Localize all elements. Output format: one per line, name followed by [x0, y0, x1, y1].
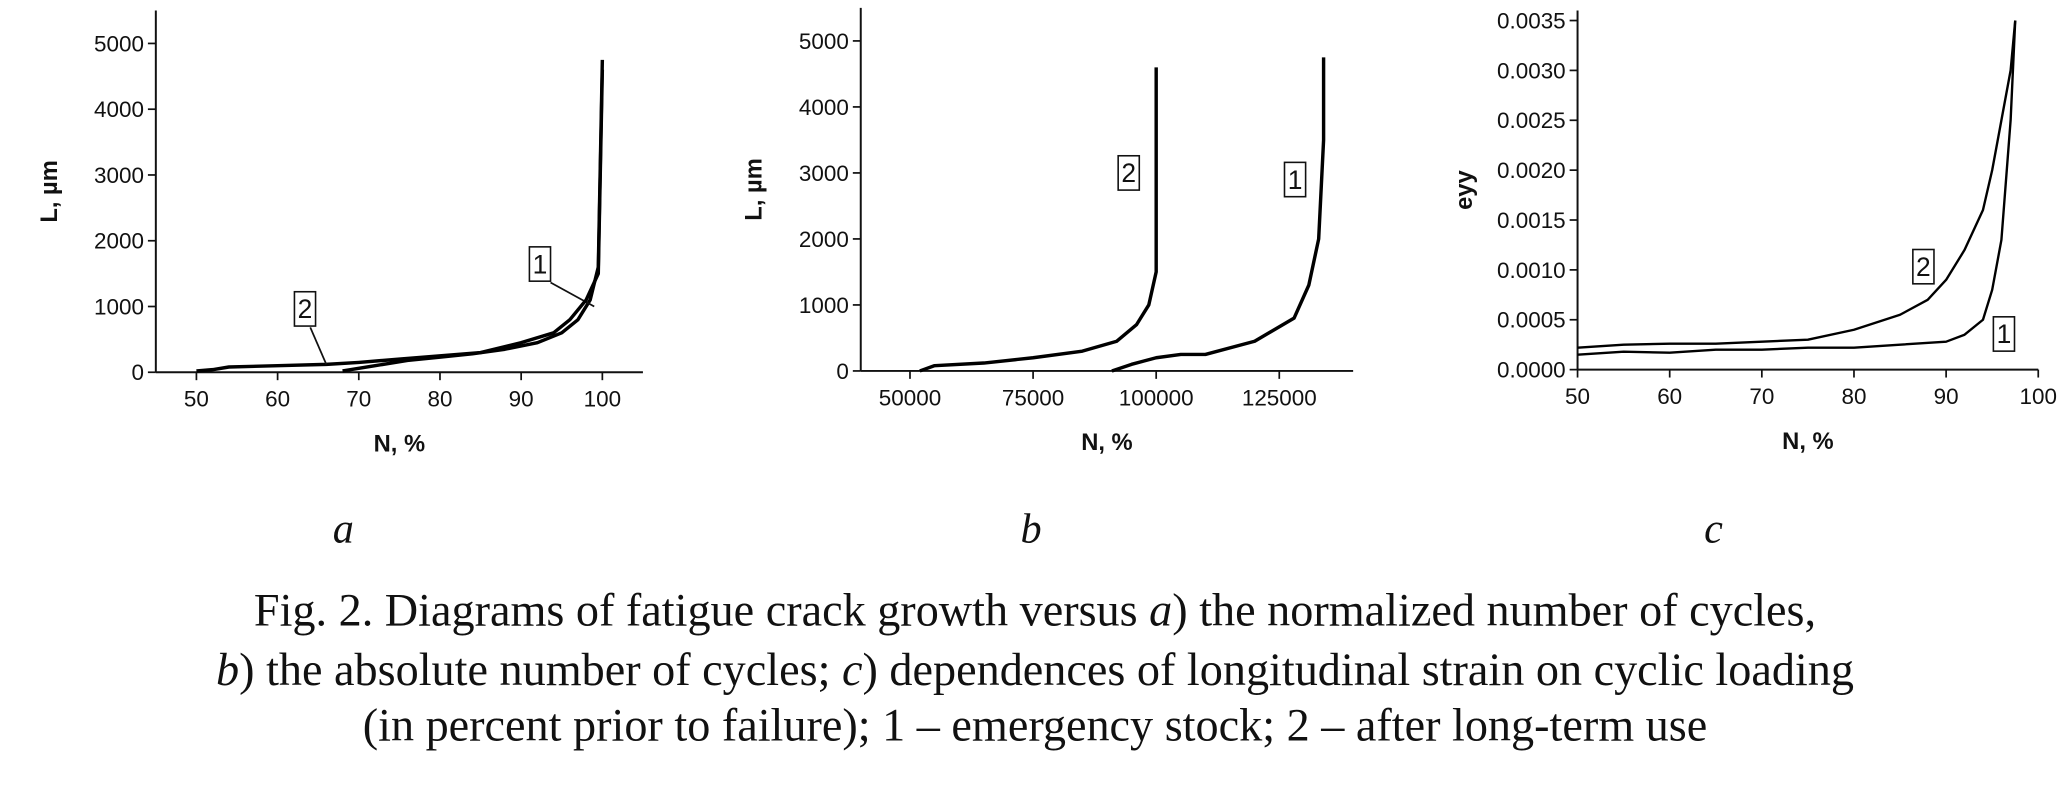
caption-run: (in percent prior to failure); 1 – emerg… — [363, 700, 1708, 751]
y-tick-label: 0.0020 — [1497, 158, 1566, 183]
y-tick-label: 0.0015 — [1497, 208, 1566, 233]
series-label: 1 — [533, 249, 548, 279]
y-tick-label: 3000 — [94, 163, 144, 188]
y-tick-label: 0.0035 — [1497, 8, 1566, 33]
series-label: 2 — [1916, 252, 1931, 282]
y-axis-label: L, µm — [36, 160, 63, 223]
caption-line: (in percent prior to failure); 1 – emerg… — [363, 700, 1708, 751]
y-tick-label: 4000 — [799, 95, 849, 120]
x-tick-label: 70 — [1749, 384, 1774, 409]
caption-run: ) the absolute number of cycles; — [239, 644, 842, 695]
panel-label: a — [333, 506, 354, 553]
y-tick-label: 0 — [836, 359, 848, 384]
y-tick-label: 3000 — [799, 161, 849, 186]
x-tick-label: 80 — [1841, 384, 1866, 409]
caption-run: Fig. 2. Diagrams of fatigue crack growth… — [254, 585, 1149, 636]
panel-label: c — [1704, 506, 1723, 553]
series-label: 1 — [1997, 319, 2012, 349]
y-tick-label: 0.0010 — [1497, 258, 1566, 283]
y-tick-label: 0.0030 — [1497, 58, 1566, 83]
series-label-box — [293, 290, 317, 327]
x-tick-label: 100 — [584, 387, 621, 412]
caption-run: c — [842, 644, 863, 695]
data-line — [342, 59, 605, 373]
y-axis-label: L, µm — [741, 158, 768, 221]
y-tick-label: 4000 — [94, 97, 144, 122]
x-tick-label: 90 — [509, 387, 534, 412]
data-line — [1577, 20, 2017, 349]
panel-label: b — [1020, 506, 1041, 553]
x-tick-label: 80 — [427, 387, 452, 412]
x-tick-label: 90 — [1934, 384, 1959, 409]
series-label: 2 — [1121, 158, 1136, 188]
y-axis-label: eyy — [1451, 169, 1478, 209]
data-line — [196, 69, 605, 373]
series-label-box — [1912, 248, 1935, 285]
caption-run: b — [216, 644, 239, 695]
y-tick-label: 0.0000 — [1497, 358, 1566, 383]
y-tick-label: 2000 — [799, 227, 849, 252]
caption-run: a — [1149, 585, 1172, 636]
caption-run: ) the normalized number of cycles, — [1172, 585, 1816, 636]
series-label: 1 — [1288, 165, 1303, 195]
leader-line — [550, 281, 595, 308]
x-tick-label: 50 — [184, 387, 209, 412]
caption-run: ) dependences of longitudinal strain on … — [862, 644, 1853, 695]
x-axis-label: N, % — [1782, 428, 1833, 455]
x-tick-label: 60 — [265, 387, 290, 412]
x-axis-label: N, % — [374, 430, 425, 457]
x-tick-label: 125000 — [1242, 385, 1317, 410]
y-tick-label: 1000 — [94, 294, 144, 319]
x-axis-label: N, % — [1081, 429, 1132, 456]
data-line — [1577, 20, 2017, 356]
y-tick-label: 0 — [131, 360, 143, 385]
y-tick-label: 5000 — [799, 29, 849, 54]
x-tick-label: 60 — [1657, 384, 1682, 409]
leader-line — [309, 327, 328, 365]
x-tick-label: 50000 — [879, 385, 941, 410]
y-tick-label: 5000 — [94, 31, 144, 56]
x-tick-label: 100000 — [1119, 385, 1194, 410]
series-label-box — [1117, 154, 1141, 191]
x-tick-label: 100 — [2020, 384, 2057, 409]
y-tick-label: 1000 — [799, 293, 849, 318]
data-line — [1111, 57, 1326, 373]
data-line — [919, 67, 1158, 373]
y-tick-label: 0.0005 — [1497, 308, 1566, 333]
caption-line: Fig. 2. Diagrams of fatigue crack growth… — [254, 585, 1816, 636]
y-tick-label: 0.0025 — [1497, 108, 1566, 133]
series-label-box — [528, 246, 552, 282]
x-tick-label: 50 — [1565, 384, 1590, 409]
series-label-box — [1283, 161, 1307, 198]
x-tick-label: 70 — [346, 387, 371, 412]
series-label-box — [1992, 316, 2016, 352]
series-label: 2 — [298, 294, 313, 324]
y-tick-label: 2000 — [94, 229, 144, 254]
caption-line: b) the absolute number of cycles; c) dep… — [216, 644, 1854, 695]
x-tick-label: 75000 — [1002, 385, 1064, 410]
